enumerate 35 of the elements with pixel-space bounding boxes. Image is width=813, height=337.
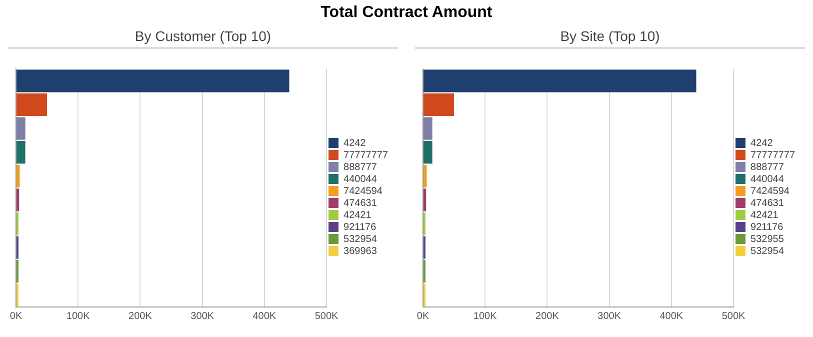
legend-label: 532954 <box>750 246 784 257</box>
legend-label: 474631 <box>344 198 378 209</box>
legend-label: 888777 <box>750 162 784 173</box>
legend-label: 4242 <box>750 138 774 149</box>
x-tick-label: 100K <box>473 310 498 322</box>
text: Total Contract Amount <box>320 3 494 23</box>
legend-label: 77777777 <box>344 150 388 161</box>
legend-label: 7424594 <box>344 186 383 197</box>
x-tick-label: 400K <box>660 310 684 322</box>
legend-label: 7424594 <box>750 186 790 197</box>
legend-label: 474631 <box>750 198 784 209</box>
legend-label: 888777 <box>344 162 378 173</box>
legend-label: 42421 <box>344 210 372 221</box>
chart-subtitle: By Site (Top 10) <box>415 24 805 49</box>
legend-label: 77777777 <box>750 150 796 161</box>
x-tick-label: 200K <box>128 310 152 322</box>
x-tick-label: 100K <box>66 310 90 322</box>
x-tick-label: 0K <box>10 310 22 322</box>
legend-label: 532954 <box>344 234 378 245</box>
legend-label: 440044 <box>750 174 784 185</box>
legend-label: 440044 <box>344 174 378 185</box>
legend-label: 42421 <box>750 210 779 221</box>
x-tick-label: 300K <box>598 310 622 322</box>
legend-label: 921176 <box>344 222 377 233</box>
x-tick-label: 400K <box>252 310 276 322</box>
x-tick-label: 200K <box>536 310 560 322</box>
chart-subtitle: By Customer (Top 10) <box>8 24 398 49</box>
x-tick-label: 0K <box>416 310 430 322</box>
x-tick-label: 500K <box>314 310 339 322</box>
legend-label: 4242 <box>344 138 366 149</box>
x-tick-label: 300K <box>190 310 214 322</box>
legend-label: 532955 <box>750 234 784 245</box>
legend-label: 369963 <box>344 246 378 257</box>
legend-label: 921176 <box>750 222 784 233</box>
x-tick-label: 500K <box>722 310 746 322</box>
